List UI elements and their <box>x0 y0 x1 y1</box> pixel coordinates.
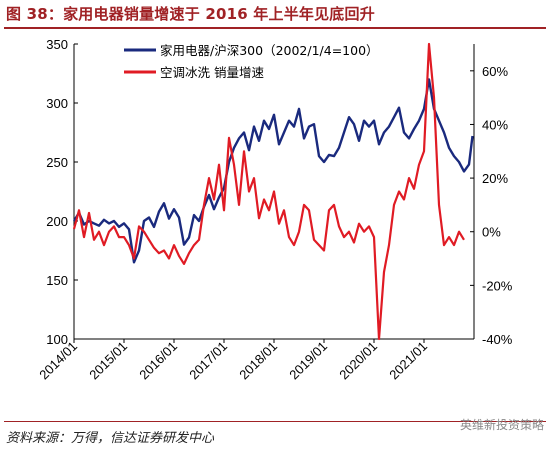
x-tick-label: 2017/01 <box>186 339 230 383</box>
left-tick-label: 350 <box>46 37 68 52</box>
x-tick-label: 2016/01 <box>136 339 180 383</box>
x-axis-ticks: 2014/01 2015/01 2016/01 2017/01 2018/01 2019/… <box>36 339 430 383</box>
series-line-home-appliance-index <box>72 78 474 264</box>
title-divider <box>4 27 546 29</box>
x-tick-label: 2021/01 <box>386 339 430 383</box>
legend-label-sales-growth: 空调冰洗 销量增速 <box>160 65 264 80</box>
right-axis-ticks: -40% -20% 0% 20% 40% 60% <box>470 64 513 347</box>
right-tick-label: 20% <box>482 171 508 186</box>
right-tick-label: -20% <box>482 278 513 293</box>
source-note: 资料来源：万得，信达证券研发中心 <box>6 431 215 446</box>
series-lines <box>72 42 474 341</box>
right-tick-label: 40% <box>482 117 508 132</box>
source-divider <box>4 421 546 422</box>
x-tick-label: 2020/01 <box>336 339 380 383</box>
right-tick-label: 0% <box>482 225 501 240</box>
figure-title: 图 38：家用电器销量增速于 2016 年上半年见底回升 <box>6 5 375 23</box>
left-tick-label: 150 <box>46 273 68 288</box>
x-tick-label: 2019/01 <box>286 339 330 383</box>
left-tick-label: 250 <box>46 155 68 170</box>
x-tick-label: 2018/01 <box>236 339 280 383</box>
left-tick-label: 200 <box>46 214 68 229</box>
chart-legend: 家用电器/沪深300（2002/1/4=100） 空调冰洗 销量增速 <box>124 43 379 80</box>
watermark-text: 英维新投资策略 <box>459 418 544 432</box>
left-tick-label: 100 <box>46 332 68 347</box>
right-tick-label: -40% <box>482 332 513 347</box>
left-tick-label: 300 <box>46 96 68 111</box>
series-line-sales-growth <box>72 42 465 341</box>
x-tick-label: 2015/01 <box>86 339 130 383</box>
left-axis-ticks: 100 150 200 250 300 350 <box>46 37 78 347</box>
legend-label-home-appliance-index: 家用电器/沪深300（2002/1/4=100） <box>160 43 379 58</box>
right-tick-label: 60% <box>482 64 508 79</box>
